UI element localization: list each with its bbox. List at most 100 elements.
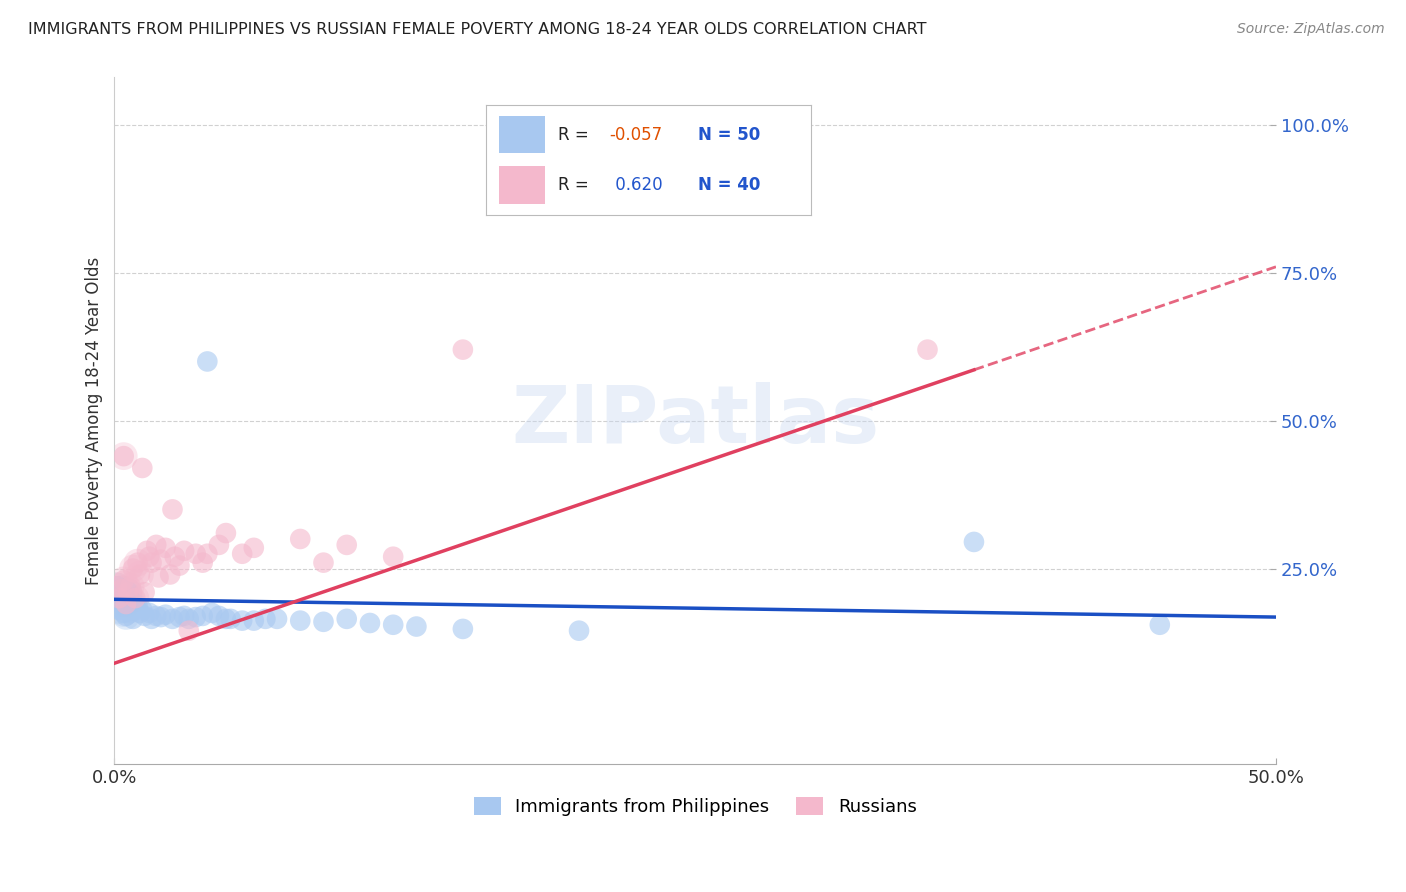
Text: IMMIGRANTS FROM PHILIPPINES VS RUSSIAN FEMALE POVERTY AMONG 18-24 YEAR OLDS CORR: IMMIGRANTS FROM PHILIPPINES VS RUSSIAN F… — [28, 22, 927, 37]
Point — [290, 614, 312, 628]
Point — [124, 591, 146, 606]
Point — [115, 594, 138, 608]
Point — [215, 612, 238, 626]
Point — [254, 612, 277, 626]
Point — [117, 585, 139, 599]
Point — [243, 614, 266, 628]
Point — [312, 556, 335, 570]
Point — [131, 461, 153, 475]
Point — [405, 619, 427, 633]
Point — [290, 532, 312, 546]
Point — [138, 549, 160, 564]
Point — [963, 535, 986, 549]
Point — [112, 449, 135, 463]
Point — [159, 567, 181, 582]
Point — [177, 624, 200, 638]
Point — [131, 603, 153, 617]
Point — [1149, 617, 1171, 632]
Point — [184, 610, 207, 624]
Point — [105, 579, 128, 593]
Point — [162, 612, 184, 626]
Point — [201, 606, 224, 620]
Point — [382, 549, 405, 564]
Point — [115, 608, 138, 623]
Point — [117, 600, 139, 615]
Point — [134, 585, 156, 599]
Point — [155, 541, 177, 555]
Point — [122, 603, 145, 617]
Point — [141, 612, 163, 626]
Point — [122, 561, 145, 575]
Legend: Immigrants from Philippines, Russians: Immigrants from Philippines, Russians — [467, 789, 924, 823]
Point — [451, 622, 474, 636]
Point — [108, 591, 131, 606]
Point — [115, 597, 138, 611]
Point — [127, 556, 149, 570]
Point — [163, 549, 186, 564]
Point — [112, 449, 135, 463]
Point — [266, 612, 288, 626]
Point — [117, 585, 139, 599]
Point — [108, 591, 131, 606]
Point — [110, 582, 132, 597]
Point — [120, 594, 142, 608]
Point — [108, 603, 131, 617]
Point — [208, 538, 231, 552]
Point — [134, 608, 156, 623]
Point — [162, 502, 184, 516]
Point — [105, 579, 128, 593]
Point — [115, 594, 138, 608]
Point — [155, 607, 177, 622]
Point — [108, 603, 131, 617]
Point — [115, 608, 138, 623]
Point — [312, 615, 335, 629]
Point — [145, 608, 167, 623]
Point — [112, 574, 135, 588]
Point — [110, 582, 132, 597]
Point — [184, 547, 207, 561]
Point — [117, 585, 139, 599]
Point — [129, 567, 152, 582]
Point — [110, 597, 132, 611]
Point — [124, 591, 146, 606]
Point — [105, 579, 128, 593]
Point — [112, 591, 135, 606]
Point — [169, 558, 191, 573]
Point — [173, 543, 195, 558]
Point — [117, 600, 139, 615]
Point — [149, 610, 172, 624]
Point — [105, 579, 128, 593]
Point — [127, 556, 149, 570]
Point — [115, 597, 138, 611]
Point — [215, 526, 238, 541]
Point — [191, 608, 214, 623]
Point — [148, 570, 170, 584]
Point — [122, 561, 145, 575]
Point — [120, 579, 142, 593]
Point — [917, 343, 939, 357]
Point — [120, 606, 142, 620]
Point — [136, 543, 159, 558]
Point — [231, 614, 253, 628]
Point — [122, 612, 145, 626]
Point — [208, 608, 231, 623]
Point — [117, 585, 139, 599]
Point — [195, 354, 218, 368]
Point — [145, 538, 167, 552]
Point — [110, 597, 132, 611]
Point — [149, 552, 172, 566]
Point — [112, 606, 135, 620]
Point — [177, 612, 200, 626]
Point — [138, 606, 160, 620]
Point — [336, 538, 359, 552]
Point — [129, 606, 152, 620]
Point — [243, 541, 266, 555]
Point — [110, 582, 132, 597]
Point — [112, 574, 135, 588]
Point — [231, 547, 253, 561]
Y-axis label: Female Poverty Among 18-24 Year Olds: Female Poverty Among 18-24 Year Olds — [86, 257, 103, 585]
Point — [108, 591, 131, 606]
Point — [191, 556, 214, 570]
Point — [120, 594, 142, 608]
Point — [110, 582, 132, 597]
